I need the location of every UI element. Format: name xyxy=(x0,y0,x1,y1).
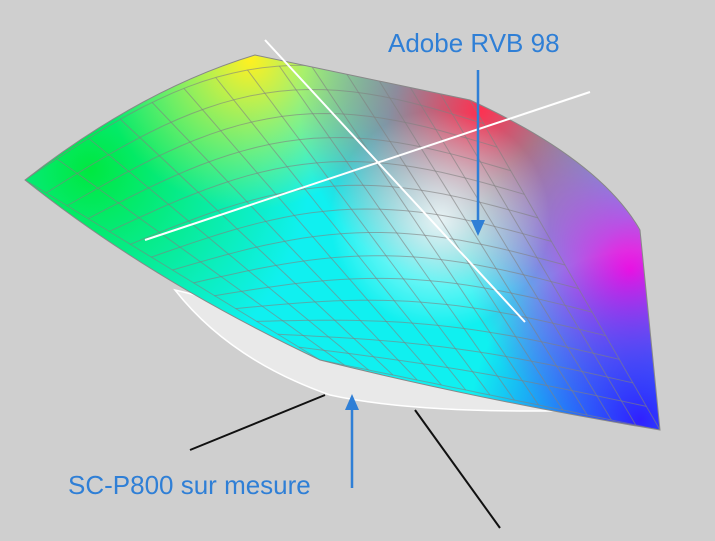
axis-line xyxy=(414,409,501,529)
arrow-head xyxy=(345,394,359,410)
mesh-line xyxy=(214,277,593,313)
axis-line xyxy=(144,91,591,241)
arrow-head xyxy=(471,220,485,236)
mesh-line xyxy=(298,346,647,407)
axis-line xyxy=(264,39,526,323)
mesh-line xyxy=(319,359,660,430)
mesh-line xyxy=(278,65,515,401)
mesh-line xyxy=(310,65,540,406)
mesh-line xyxy=(193,255,579,290)
mesh-line xyxy=(469,99,660,430)
mesh-line xyxy=(235,299,606,337)
mesh-line xyxy=(374,73,588,416)
mesh-line xyxy=(256,319,620,360)
axis-line xyxy=(189,394,326,451)
annotation: Adobe RVB 98 xyxy=(388,28,560,58)
mesh-line xyxy=(437,89,637,426)
mesh-line xyxy=(342,67,564,411)
gamut-outline xyxy=(24,54,661,431)
mesh-line xyxy=(277,333,634,384)
mesh-line xyxy=(405,80,612,421)
mesh-line xyxy=(247,69,491,396)
annotation: SC-P800 sur mesure xyxy=(68,470,311,500)
